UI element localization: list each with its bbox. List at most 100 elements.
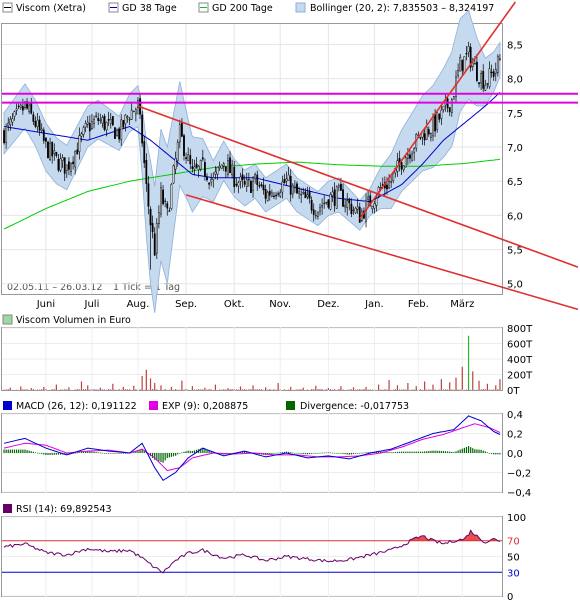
divergence-bar — [438, 450, 440, 453]
volume-bar — [398, 389, 401, 390]
candle-body — [114, 127, 116, 139]
divergence-bar — [18, 449, 20, 453]
candle-body — [7, 122, 10, 127]
volume-bar — [141, 376, 143, 390]
divergence-bar — [189, 450, 191, 453]
divergence-bar — [465, 446, 468, 453]
candle-body — [38, 119, 41, 131]
volume-bar — [327, 388, 329, 390]
candle-body — [147, 183, 150, 207]
volume-bar — [478, 380, 480, 390]
volume-bar — [32, 389, 34, 390]
candle-body — [208, 182, 211, 185]
candle-body — [392, 173, 395, 182]
volume-bar — [210, 389, 212, 390]
candle-body — [229, 157, 231, 174]
candle-body — [367, 196, 370, 200]
candle-body — [78, 135, 81, 152]
divergence-bar — [80, 451, 83, 453]
volume-bar — [7, 389, 9, 390]
candle-body — [264, 189, 267, 199]
price-tick-label: 8,5 — [507, 41, 523, 52]
volume-bar — [269, 389, 271, 390]
divergence-bar — [3, 449, 5, 453]
divergence-bar — [315, 453, 317, 454]
divergence-bar — [290, 452, 292, 453]
month-tick-label: Juli — [84, 299, 100, 310]
legend-macd: MACD (26, 12): 0,191122 — [16, 401, 137, 412]
price-tick-label: 5,5 — [507, 246, 523, 257]
candle-body — [176, 141, 179, 162]
divergence-bar — [5, 449, 7, 453]
volume-bar — [244, 389, 246, 390]
volume-bar — [298, 389, 300, 390]
candle-body — [17, 105, 20, 108]
volume-bar — [252, 385, 254, 390]
volume-bar — [133, 385, 135, 390]
candle-body — [231, 164, 234, 176]
divergence-bar — [57, 453, 60, 455]
volume-bar — [497, 389, 499, 390]
divergence-bar — [120, 453, 122, 454]
divergence-bar — [166, 453, 168, 459]
band-icon — [295, 2, 306, 13]
volume-bar — [91, 389, 93, 390]
divergence-bar — [110, 453, 112, 454]
volume-bar — [461, 366, 463, 390]
divergence-bar — [413, 451, 415, 453]
legend-gd200: GD 200 Tage — [212, 3, 273, 14]
legend-divergence: Divergence: -0,017753 — [300, 401, 409, 412]
macd-legend: MACD (26, 12): 0,191122 EXP (9): 0,20887… — [3, 401, 409, 412]
candle-body — [116, 129, 118, 136]
divergence-bar — [457, 450, 459, 453]
candle-body — [101, 117, 104, 124]
divergence-bar — [99, 452, 101, 454]
candle-body — [72, 161, 74, 165]
volume-bar — [118, 389, 120, 390]
divergence-bar — [476, 449, 478, 453]
volume-tick-label: 200T — [507, 371, 533, 382]
volume-bar — [78, 389, 80, 390]
divergence-bar — [137, 450, 139, 453]
divergence-bar — [401, 451, 403, 453]
rsi-overbought-area — [409, 535, 436, 541]
candle-body — [65, 164, 68, 171]
divergence-bar — [210, 451, 212, 453]
divergence-bar — [244, 451, 246, 453]
divergence-bar — [160, 453, 162, 463]
volume-bar — [377, 384, 380, 390]
divergence-bar — [143, 450, 145, 453]
divergence-bar — [499, 453, 501, 455]
month-tick-label: Sep. — [175, 299, 197, 310]
legend-swatch-divergence — [286, 401, 295, 410]
divergence-bar — [45, 453, 47, 456]
candle-body — [277, 193, 280, 195]
candle-body — [235, 184, 238, 186]
candle-body — [162, 189, 164, 204]
divergence-bar — [451, 451, 453, 453]
candle-body — [273, 195, 275, 198]
volume-bar — [9, 387, 11, 390]
divergence-bar — [28, 450, 30, 453]
volume-bar — [273, 389, 275, 390]
candle-body — [413, 148, 416, 154]
volume-bar — [156, 389, 158, 390]
divergence-bar — [162, 453, 164, 463]
divergence-bar — [122, 453, 124, 454]
volume-bar — [250, 389, 252, 390]
volume-bar — [329, 389, 332, 390]
divergence-bar — [472, 448, 474, 453]
candle-body — [181, 122, 183, 137]
month-tick-label: Dez. — [317, 299, 339, 310]
divergence-bar — [7, 449, 9, 453]
candle-body — [237, 182, 240, 187]
divergence-bar — [231, 453, 233, 454]
volume-bar — [154, 383, 156, 390]
trend-channel-line — [185, 194, 579, 311]
divergence-bar — [417, 451, 419, 453]
divergence-bar — [191, 451, 193, 453]
candle-body — [325, 201, 328, 204]
candle-body — [21, 106, 24, 111]
volume-bar — [82, 389, 85, 390]
